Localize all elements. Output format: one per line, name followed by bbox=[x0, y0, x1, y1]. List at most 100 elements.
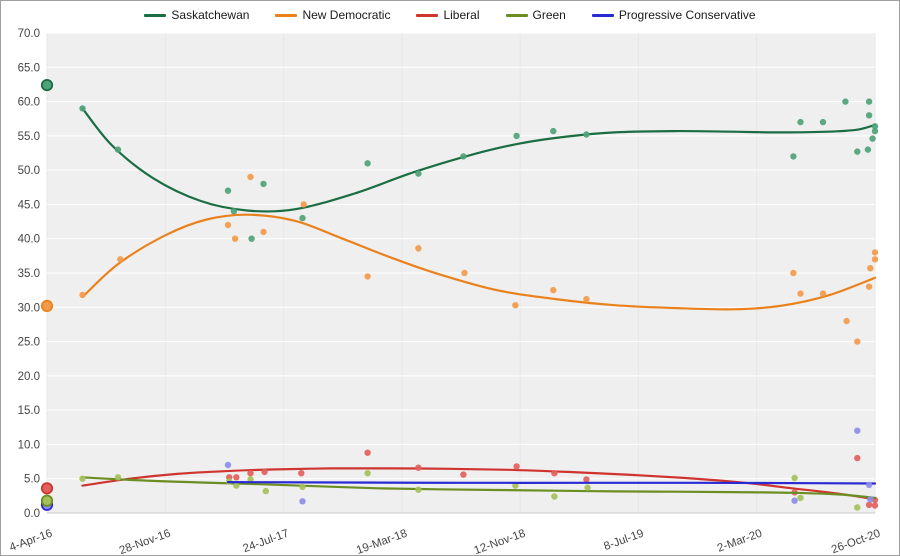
election-2016-marker-new-democratic bbox=[40, 299, 54, 312]
trend-line-green bbox=[81, 476, 877, 499]
legend-line-swatch-icon bbox=[275, 13, 298, 17]
poll-point-liberal bbox=[854, 454, 861, 462]
poll-point-new-democratic bbox=[583, 295, 590, 303]
election-2016-marker-green bbox=[40, 494, 54, 507]
x-axis-tick-label: 2-Mar-20 bbox=[716, 528, 764, 555]
poll-point-liberal bbox=[551, 470, 558, 477]
poll-point-new-democratic bbox=[843, 317, 850, 325]
poll-point-new-democratic bbox=[224, 221, 232, 229]
poll-point-green bbox=[247, 476, 254, 483]
poll-point-liberal bbox=[871, 502, 879, 509]
poll-point-saskatchewan bbox=[513, 132, 520, 140]
poll-point-new-democratic bbox=[865, 283, 873, 290]
poll-point-saskatchewan bbox=[797, 118, 804, 126]
poll-point-progressive-conservative bbox=[791, 497, 798, 504]
poll-point-new-democratic bbox=[790, 269, 797, 277]
legend-item-saskatchewan[interactable]: Saskatchewan bbox=[144, 8, 249, 22]
poll-point-saskatchewan bbox=[842, 98, 849, 105]
poll-point-green bbox=[584, 484, 591, 491]
legend-item-green[interactable]: Green bbox=[505, 8, 566, 22]
legend-label: Saskatchewan bbox=[171, 8, 250, 22]
poll-point-saskatchewan bbox=[550, 127, 557, 135]
x-axis-tick-label: 12-Nov-18 bbox=[473, 528, 528, 555]
poll-point-green bbox=[415, 486, 422, 493]
trend-line-progressive-conservative bbox=[226, 481, 877, 485]
poll-point-saskatchewan bbox=[114, 146, 122, 153]
poll-point-saskatchewan bbox=[230, 208, 238, 215]
poll-point-saskatchewan bbox=[248, 235, 255, 242]
poll-point-saskatchewan bbox=[415, 170, 422, 177]
poll-point-saskatchewan bbox=[790, 153, 797, 160]
chart-legend: Saskatchewan New Democratic Liberal Green Pr… bbox=[1, 8, 899, 22]
poll-point-green bbox=[114, 474, 122, 481]
poll-point-saskatchewan bbox=[865, 98, 873, 105]
poll-point-liberal bbox=[233, 474, 240, 481]
election-2016-marker-saskatchewan bbox=[40, 79, 54, 92]
legend-item-new-democratic[interactable]: New Democratic bbox=[275, 8, 390, 22]
poll-point-green bbox=[79, 475, 86, 482]
poll-point-saskatchewan bbox=[871, 123, 879, 130]
poll-point-green bbox=[233, 482, 240, 489]
legend-label: Green bbox=[532, 8, 566, 22]
poll-point-saskatchewan bbox=[871, 127, 879, 135]
poll-point-green bbox=[262, 487, 269, 495]
poll-point-green bbox=[299, 483, 306, 491]
poll-point-saskatchewan bbox=[224, 187, 232, 194]
poll-point-green bbox=[797, 494, 804, 502]
poll-point-saskatchewan bbox=[864, 146, 872, 153]
poll-point-green bbox=[791, 474, 798, 482]
poll-point-new-democratic bbox=[231, 235, 239, 242]
poll-point-progressive-conservative bbox=[854, 427, 861, 434]
poll-point-new-democratic bbox=[260, 228, 267, 236]
poll-point-new-democratic bbox=[871, 249, 879, 256]
poll-point-liberal bbox=[364, 449, 371, 456]
poll-point-new-democratic bbox=[867, 265, 874, 272]
poll-point-liberal bbox=[460, 471, 467, 478]
trend-line-saskatchewan bbox=[81, 107, 877, 213]
poll-point-saskatchewan bbox=[364, 160, 371, 167]
x-axis-tick-label: 8-Jul-19 bbox=[602, 528, 645, 553]
poll-point-saskatchewan bbox=[583, 131, 590, 138]
poll-point-new-democratic bbox=[854, 338, 861, 345]
poll-point-liberal bbox=[583, 476, 590, 483]
legend-item-progressive-conservative[interactable]: Progressive Conservative bbox=[591, 8, 756, 22]
election-2016-marker-liberal bbox=[40, 482, 54, 495]
y-axis-tick-label: 55.0 bbox=[18, 131, 40, 143]
y-axis-tick-label: 30.0 bbox=[18, 302, 40, 314]
y-axis-tick-label: 0.0 bbox=[24, 508, 40, 520]
y-axis-tick-label: 10.0 bbox=[18, 439, 40, 451]
poll-point-new-democratic bbox=[550, 286, 557, 294]
y-axis-tick-label: 70.0 bbox=[18, 28, 40, 40]
poll-point-liberal bbox=[865, 501, 873, 508]
poll-point-liberal bbox=[513, 463, 520, 470]
y-axis-tick-label: 60.0 bbox=[18, 97, 40, 109]
poll-point-liberal bbox=[415, 464, 422, 471]
poll-point-new-democratic bbox=[512, 302, 519, 309]
poll-point-progressive-conservative bbox=[299, 498, 306, 505]
poll-point-saskatchewan bbox=[299, 214, 306, 222]
x-axis-tick-label: 4-Apr-16 bbox=[8, 528, 54, 555]
poll-point-liberal bbox=[298, 470, 305, 477]
poll-point-green bbox=[854, 504, 861, 511]
legend-line-swatch-icon bbox=[505, 13, 528, 17]
y-axis-tick-label: 50.0 bbox=[18, 165, 40, 177]
poll-point-progressive-conservative bbox=[224, 461, 232, 469]
poll-point-new-democratic bbox=[415, 245, 422, 252]
poll-point-new-democratic bbox=[819, 290, 827, 297]
poll-point-new-democratic bbox=[871, 256, 879, 263]
y-axis-tick-label: 25.0 bbox=[18, 337, 40, 349]
poll-point-saskatchewan bbox=[460, 153, 467, 160]
y-axis-tick-label: 40.0 bbox=[18, 234, 40, 246]
legend-label: Liberal bbox=[443, 8, 480, 22]
legend-label: New Democratic bbox=[302, 8, 391, 22]
poll-point-new-democratic bbox=[364, 273, 371, 280]
legend-line-swatch-icon bbox=[416, 13, 439, 17]
x-axis-tick-label: 19-Mar-18 bbox=[355, 528, 409, 555]
poll-point-saskatchewan bbox=[260, 180, 267, 188]
poll-point-new-democratic bbox=[117, 256, 124, 263]
legend-item-liberal[interactable]: Liberal bbox=[416, 8, 480, 22]
poll-point-green bbox=[512, 482, 519, 489]
y-axis-tick-label: 65.0 bbox=[18, 62, 40, 74]
